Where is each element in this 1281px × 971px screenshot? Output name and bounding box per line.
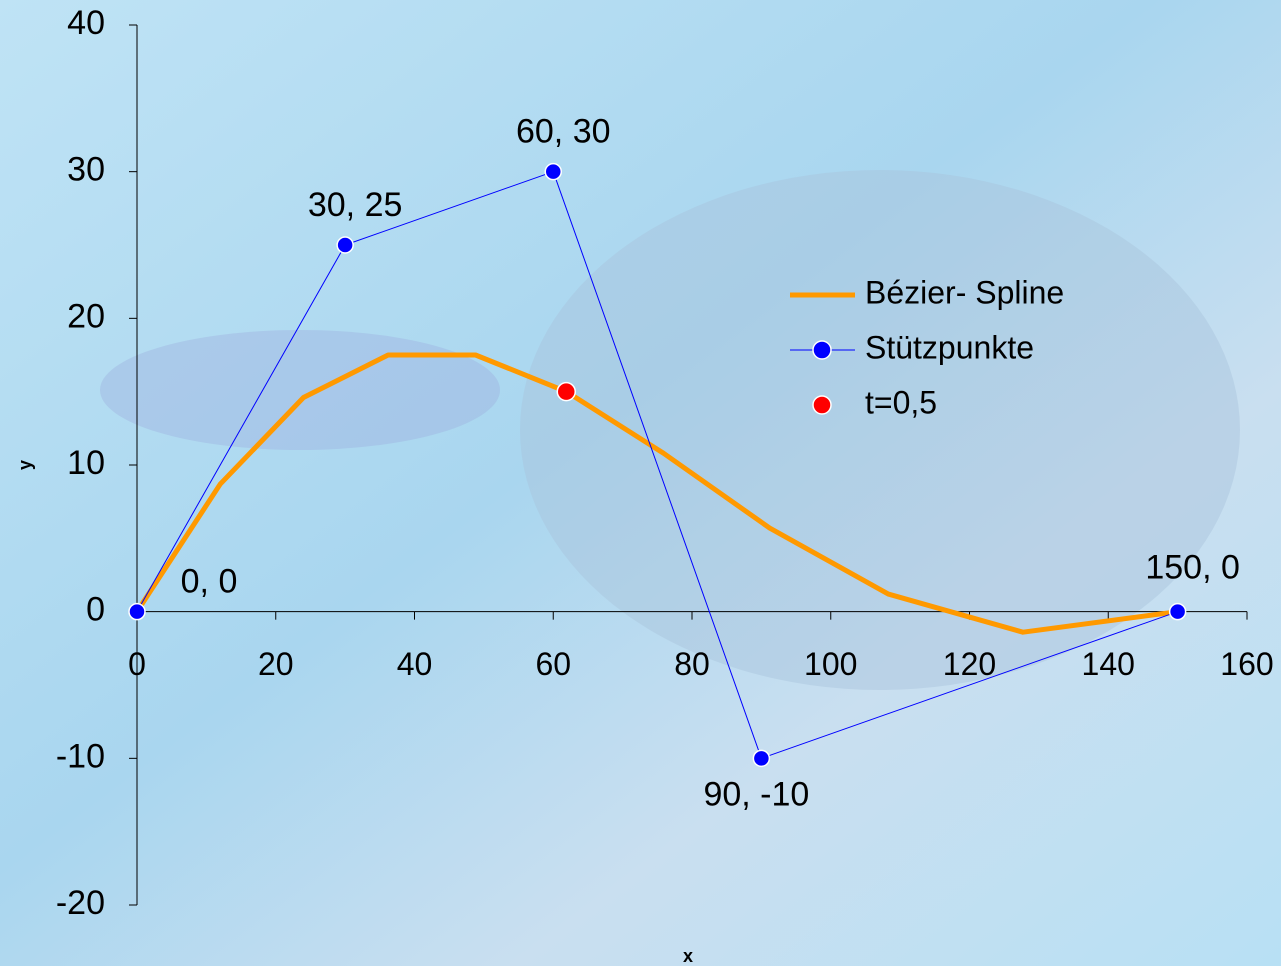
legend-label: Stützpunkte [865, 329, 1034, 365]
x-tick-label: 0 [128, 646, 146, 682]
data-label: 30, 25 [308, 186, 403, 224]
x-tick-label: 40 [397, 646, 433, 682]
y-tick-label: 40 [67, 4, 105, 42]
x-axis-title: x [683, 946, 693, 966]
page: x y -20 -10 0 10 20 30 40 0 20 40 60 80 100 120 140 160… [0, 0, 1281, 966]
legend-label: t=0,5 [865, 384, 937, 420]
data-point [1170, 604, 1186, 620]
data-point [557, 383, 575, 401]
x-tick-label: 60 [535, 646, 571, 682]
data-label: 90, -10 [703, 775, 809, 813]
x-tick-label: 140 [1082, 646, 1135, 682]
y-tick-label: -20 [56, 884, 105, 922]
legend-marker [813, 396, 831, 414]
y-tick-label: 0 [86, 591, 105, 629]
y-tick-label: 10 [67, 444, 105, 482]
legend-marker [813, 341, 831, 359]
data-point [129, 604, 145, 620]
x-tick-label: 100 [804, 646, 857, 682]
background-swirl [100, 330, 500, 450]
y-tick-label: -10 [56, 737, 105, 775]
x-tick-label: 120 [943, 646, 996, 682]
data-point [337, 237, 353, 253]
legend-label: Bézier- Spline [865, 274, 1064, 310]
y-tick-label: 30 [67, 151, 105, 189]
data-label: 60, 30 [516, 113, 611, 151]
x-tick-label: 160 [1220, 646, 1273, 682]
y-tick-label: 20 [67, 297, 105, 335]
chart: x y -20 -10 0 10 20 30 40 0 20 40 60 80 100 120 140 160… [0, 0, 1281, 966]
data-point [545, 164, 561, 180]
data-label: 150, 0 [1145, 549, 1240, 587]
y-axis-title: y [15, 460, 35, 470]
x-tick-label: 20 [258, 646, 294, 682]
data-point [753, 750, 769, 766]
data-label: 0, 0 [181, 563, 238, 601]
x-tick-label: 80 [674, 646, 710, 682]
